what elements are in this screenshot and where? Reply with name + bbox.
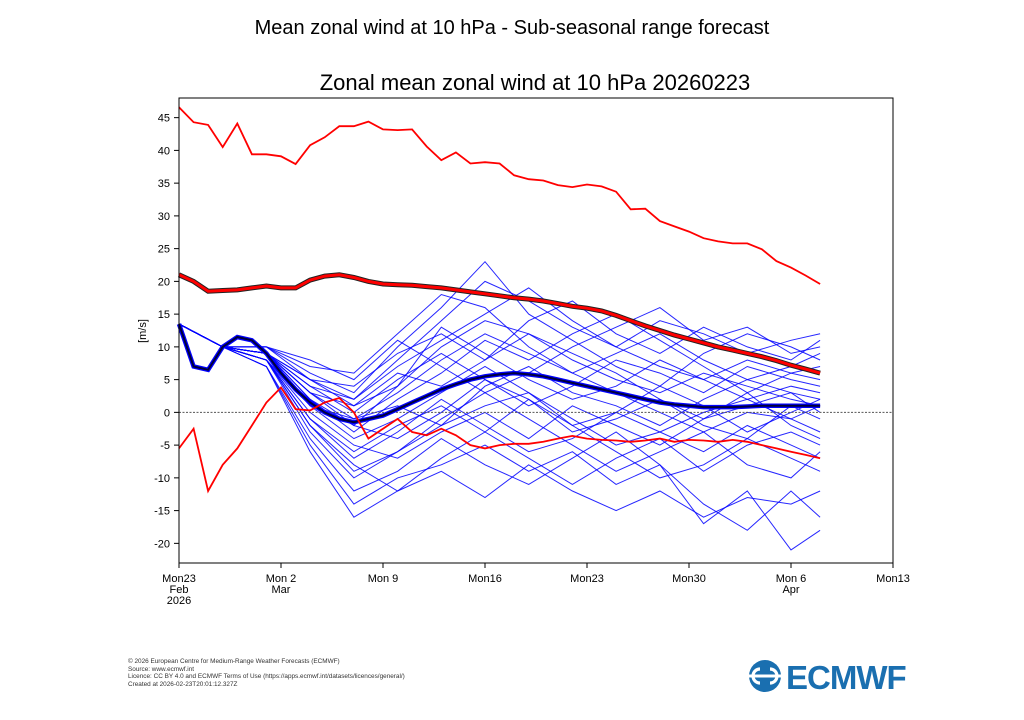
ensemble-member-line bbox=[178, 323, 821, 492]
axes: -20-15-10-5051015202530354045Mon23Feb202… bbox=[154, 97, 910, 607]
y-tick-label: 20 bbox=[158, 276, 170, 288]
x-tick-label: Mon13 bbox=[876, 573, 910, 585]
x-tick-label: Mon 2 bbox=[266, 573, 297, 585]
footer-source: Source: www.ecmwf.int bbox=[128, 665, 195, 673]
ensemble-member-line bbox=[178, 287, 821, 400]
ensemble-member-line bbox=[178, 323, 821, 440]
x-tick-label: Mon23 bbox=[570, 573, 604, 585]
ensemble-mean-line bbox=[178, 323, 821, 424]
y-tick-label: -20 bbox=[154, 538, 170, 550]
y-tick-label: -10 bbox=[154, 473, 170, 485]
ecmwf-logo-text: ECMWF bbox=[786, 659, 906, 696]
footer-licence: Licence: CC BY 4.0 and ECMWF Terms of Us… bbox=[128, 673, 405, 681]
y-tick-label: 0 bbox=[164, 407, 170, 419]
ensemble-member-line bbox=[178, 260, 821, 394]
x-tick-label: Apr bbox=[782, 584, 799, 596]
footer-copyright: © 2026 European Centre for Medium-Range … bbox=[128, 658, 340, 665]
ensemble-member-line bbox=[178, 300, 821, 387]
y-tick-label: 30 bbox=[158, 211, 170, 223]
y-axis-label: [m/s] bbox=[137, 319, 149, 343]
ensemble-member-line bbox=[178, 323, 821, 433]
climate-max-line bbox=[178, 106, 821, 285]
plot-frame bbox=[178, 97, 894, 564]
y-tick-label: -15 bbox=[154, 506, 170, 518]
summary-lines bbox=[176, 106, 893, 494]
ecmwf-logo: ECMWF bbox=[749, 659, 907, 696]
page-title: Mean zonal wind at 10 hPa - Sub-seasonal… bbox=[254, 17, 770, 39]
x-tick-label: Mon16 bbox=[468, 573, 502, 585]
y-tick-label: 45 bbox=[158, 113, 170, 125]
ensemble-member-line bbox=[178, 323, 821, 479]
x-tick-label: Mon23 bbox=[162, 573, 196, 585]
y-tick-label: 35 bbox=[158, 178, 170, 190]
y-tick-label: 40 bbox=[158, 145, 170, 157]
x-tick-label: Mar bbox=[272, 584, 291, 596]
chart-title: Zonal mean zonal wind at 10 hPa 20260223 bbox=[320, 70, 751, 95]
x-tick-label: Feb bbox=[170, 584, 189, 596]
footer-created: Created at 2026-02-23T20:01:12.327Z bbox=[128, 680, 238, 688]
ensemble-member-line bbox=[178, 323, 821, 407]
x-tick-label: 2026 bbox=[167, 595, 191, 607]
ensemble-member-line bbox=[178, 323, 821, 531]
climate-mean-line bbox=[178, 273, 821, 375]
y-tick-label: 5 bbox=[164, 375, 170, 387]
climate-min-line bbox=[178, 386, 821, 494]
footer-credits: © 2026 European Centre for Medium-Range … bbox=[128, 658, 405, 688]
ensemble-member-line bbox=[178, 307, 821, 394]
ecmwf-logo-icon bbox=[749, 660, 781, 692]
x-tick-label: Mon30 bbox=[672, 573, 706, 585]
x-tick-label: Mon 9 bbox=[368, 573, 399, 585]
y-tick-label: 15 bbox=[158, 309, 170, 321]
y-tick-label: -5 bbox=[160, 440, 170, 452]
ensemble-member-line bbox=[178, 323, 821, 518]
y-tick-label: 10 bbox=[158, 342, 170, 354]
x-tick-label: Mon 6 bbox=[776, 573, 807, 585]
y-tick-label: 25 bbox=[158, 244, 170, 256]
